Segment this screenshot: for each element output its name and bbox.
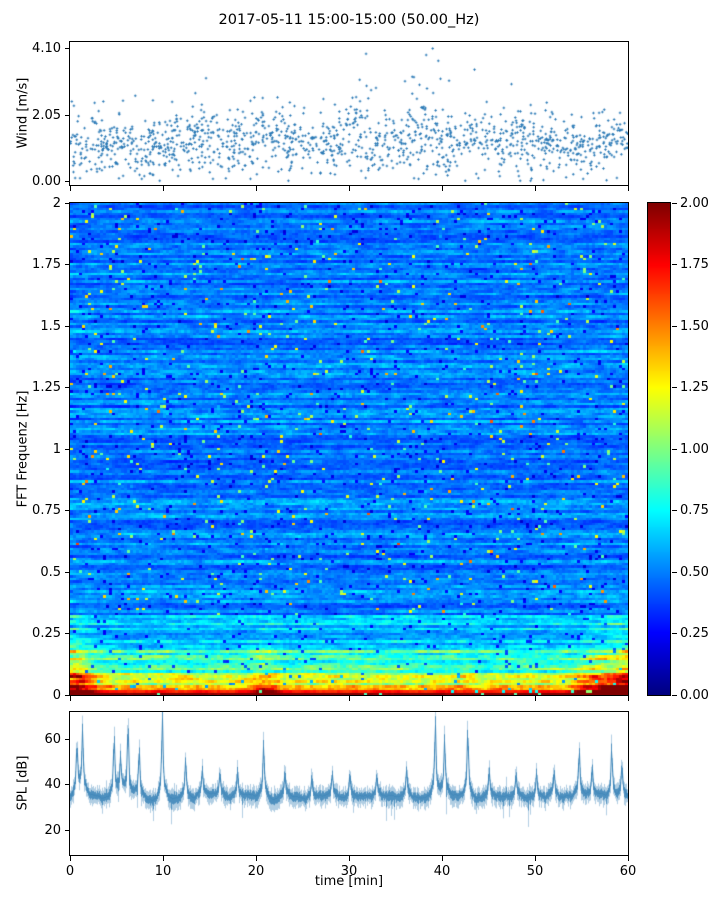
y-tick-label: 0: [52, 687, 61, 703]
y-tick-label: 2: [52, 195, 61, 211]
x-tick-mark: [69, 696, 71, 701]
x-tick-mark: [348, 186, 350, 191]
y-tick-mark: [65, 448, 70, 450]
y-tick-mark: [65, 510, 70, 511]
colorbar-tick-label: 1.00: [680, 441, 709, 457]
y-tick-mark: [65, 114, 70, 116]
y-tick-label: 1.25: [32, 380, 61, 395]
spl-line-plot: [69, 711, 629, 856]
x-axis-label: time [min]: [314, 874, 384, 889]
x-tick-mark: [255, 856, 257, 861]
y-tick-mark: [65, 387, 70, 388]
x-tick-mark: [627, 186, 629, 191]
colorbar-tick-mark: [672, 387, 677, 388]
x-tick-label: 0: [65, 864, 75, 879]
y-tick-mark: [65, 784, 70, 786]
x-tick-mark: [627, 696, 629, 701]
y-tick-mark: [65, 264, 70, 265]
x-tick-mark: [162, 856, 164, 861]
y-tick-label: 2.05: [32, 107, 61, 123]
x-tick-mark: [348, 696, 350, 701]
x-tick-mark: [162, 186, 164, 191]
y-tick-label: 1.5: [40, 318, 61, 334]
colorbar-tick-label: 1.25: [680, 380, 709, 395]
colorbar-tick-label: 2.00: [680, 195, 709, 211]
y-tick-mark: [65, 48, 70, 49]
colorbar-tick-label: 1.50: [680, 318, 709, 334]
chart-title: 2017-05-11 15:00-15:00 (50.00_Hz): [218, 12, 480, 28]
spectrogram-canvas: [70, 203, 628, 695]
x-tick-mark: [348, 856, 350, 861]
x-tick-mark: [255, 186, 257, 191]
y-tick-label: 0.25: [32, 626, 61, 641]
y-tick-label: 40: [44, 777, 61, 793]
colorbar-tick-mark: [672, 325, 677, 327]
colorbar-tick-label: 0.50: [680, 564, 709, 580]
colorbar-tick-mark: [672, 510, 677, 511]
x-tick-label: 40: [433, 864, 451, 879]
x-tick-label: 20: [247, 864, 265, 879]
x-tick-mark: [441, 696, 443, 701]
x-tick-mark: [534, 856, 536, 861]
x-tick-mark: [255, 696, 257, 701]
colorbar-tick-mark: [672, 694, 677, 696]
colorbar: [647, 202, 671, 696]
y-tick-mark: [65, 633, 70, 634]
y-tick-label: 4.10: [32, 41, 61, 56]
y-tick-mark: [65, 181, 70, 183]
x-tick-mark: [69, 856, 71, 861]
y-tick-label: 60: [44, 731, 61, 747]
colorbar-tick-mark: [672, 633, 677, 634]
y-tick-label: 1: [52, 441, 61, 457]
x-tick-label: 10: [154, 864, 172, 879]
colorbar-tick-label: 0.75: [680, 503, 709, 518]
y-tick-mark: [65, 738, 70, 740]
x-tick-label: 50: [526, 864, 544, 879]
colorbar-tick-mark: [672, 571, 677, 573]
spl-line-canvas: [70, 712, 628, 855]
x-tick-mark: [534, 186, 536, 191]
colorbar-tick-label: 1.75: [680, 257, 709, 272]
x-tick-mark: [534, 696, 536, 701]
x-tick-mark: [162, 696, 164, 701]
y-tick-label: 20: [44, 822, 61, 838]
wind-scatter-canvas: [70, 42, 628, 185]
colorbar-tick-label: 0.00: [680, 687, 709, 703]
y-tick-mark: [65, 202, 70, 204]
x-tick-label: 30: [340, 864, 358, 879]
y-tick-label: 0.75: [32, 503, 61, 518]
wind-scatter-plot: [69, 41, 629, 186]
x-tick-mark: [627, 856, 629, 861]
spectrogram-plot: [69, 202, 629, 696]
y-tick-label: 0.00: [32, 174, 61, 190]
y-tick-mark: [65, 829, 70, 831]
x-tick-label: 60: [619, 864, 637, 879]
colorbar-tick-mark: [672, 448, 677, 450]
y-tick-mark: [65, 694, 70, 696]
colorbar-canvas: [648, 203, 670, 695]
y-tick-mark: [65, 571, 70, 573]
x-tick-mark: [441, 856, 443, 861]
colorbar-tick-mark: [672, 264, 677, 265]
colorbar-tick-mark: [672, 202, 677, 204]
x-tick-mark: [69, 186, 71, 191]
y-tick-label: 1.75: [32, 257, 61, 272]
x-tick-mark: [441, 186, 443, 191]
y-tick-label: 0.5: [40, 564, 61, 580]
y-tick-mark: [65, 325, 70, 327]
colorbar-tick-label: 0.25: [680, 626, 709, 641]
